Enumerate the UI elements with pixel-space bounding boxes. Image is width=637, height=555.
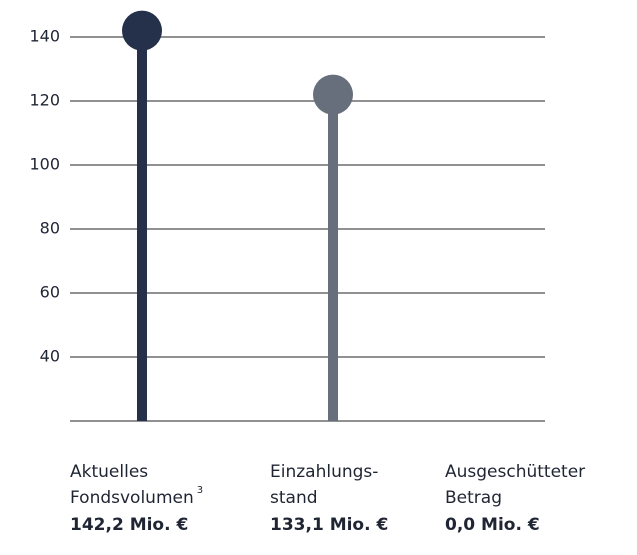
y-tick-label: 100 (29, 155, 60, 174)
category-label: Einzahlungs- (270, 462, 378, 482)
amount-label: 133,1 Mio. € (270, 515, 388, 535)
category-label: Betrag (445, 488, 502, 508)
head (122, 10, 162, 51)
footnote-mark: 3 (197, 485, 203, 496)
amount-label: 0,0 Mio. € (445, 515, 540, 535)
y-tick-label: 140 (29, 27, 60, 46)
stem (137, 30, 147, 421)
category-label: stand (270, 488, 318, 508)
y-tick-label: 60 (40, 283, 60, 302)
head (313, 74, 353, 115)
y-tick-label: 120 (29, 91, 60, 110)
category-label: Aktuelles (70, 462, 148, 482)
y-tick-label: 40 (40, 347, 60, 366)
category-label: Ausgeschütteter (445, 462, 585, 482)
category-label: Fondsvolumen (70, 488, 194, 508)
y-tick-label: 80 (40, 219, 60, 238)
stem (328, 94, 338, 421)
amount-label: 142,2 Mio. € (70, 515, 188, 535)
